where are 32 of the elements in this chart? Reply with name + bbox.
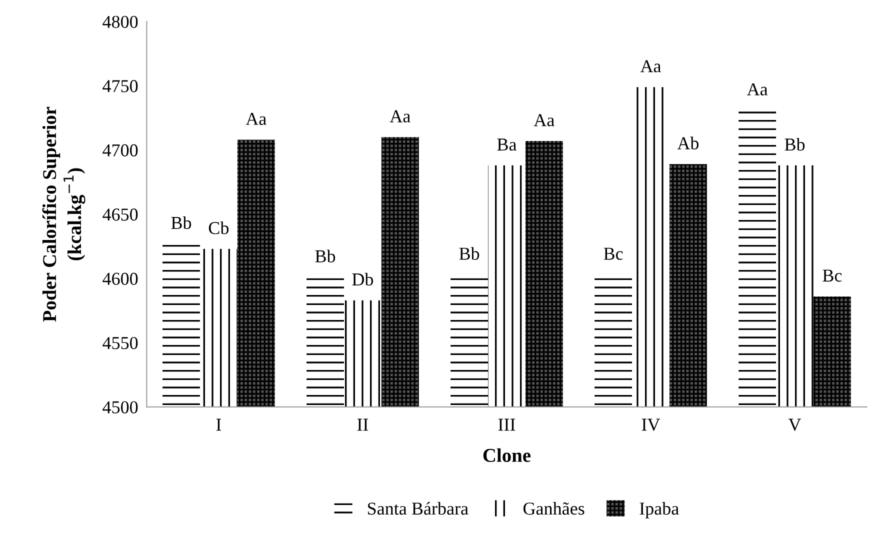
- data-label: Aa: [640, 60, 662, 72]
- data-label: Bc: [822, 270, 842, 282]
- data-label: Aa: [390, 110, 410, 122]
- data-label: Aa: [534, 114, 554, 126]
- x-tick-label: IV: [642, 418, 660, 431]
- x-tick-label: III: [498, 418, 516, 431]
- x-tick-label: I: [216, 418, 222, 431]
- data-label: Aa: [746, 83, 768, 96]
- data-label: Bb: [459, 247, 480, 260]
- legend-label: Ipaba: [640, 502, 679, 518]
- x-tick-label: II: [357, 418, 368, 431]
- y-tick-label: 4550: [102, 336, 138, 350]
- data-label: Ba: [497, 138, 517, 151]
- legend-label: Santa Bárbara: [368, 502, 468, 515]
- y-tick-label: 4650: [102, 208, 138, 221]
- x-tick-label: V: [788, 418, 802, 431]
- x-axis-title: Clone: [483, 448, 531, 462]
- data-label: Bb: [171, 216, 192, 230]
- data-label: Db: [352, 272, 374, 286]
- y-tick-label: 4750: [102, 80, 138, 92]
- y-tick-label: 4700: [102, 144, 138, 156]
- data-label: Bb: [784, 138, 805, 151]
- data-label: Bb: [315, 250, 336, 262]
- data-label: Cb: [208, 221, 229, 234]
- y-tick-label: 4500: [102, 401, 138, 414]
- data-label: Ab: [677, 136, 699, 150]
- data-label: Bc: [604, 248, 623, 260]
- y-tick-label: 4600: [102, 272, 138, 285]
- y-axis-title: Poder Calorífico Superior (kcal.kg$^{−1}$): [42, 106, 86, 322]
- y-tick-label: 4800: [102, 16, 138, 28]
- legend-label: Ganhães: [523, 502, 584, 515]
- data-label: Aa: [246, 112, 266, 125]
